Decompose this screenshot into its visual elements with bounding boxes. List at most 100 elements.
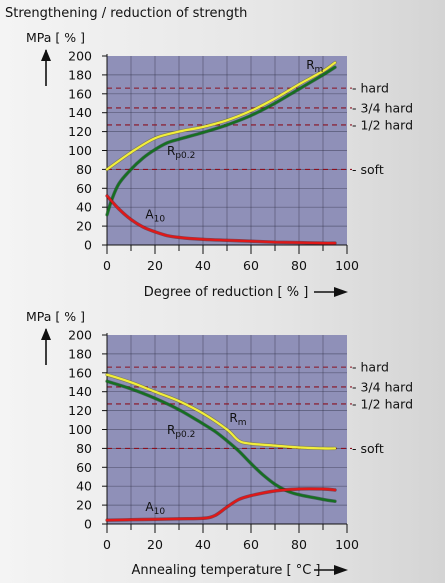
data-point (226, 124, 228, 126)
y-tick-label: 100 (68, 422, 92, 437)
data-point (118, 208, 120, 210)
data-point (202, 238, 204, 240)
data-point (238, 498, 240, 500)
grid (107, 335, 347, 524)
series-label: Rp0.2 (167, 423, 195, 440)
data-point (154, 137, 156, 139)
series-label: Rm (229, 411, 246, 428)
data-point (142, 157, 144, 159)
y-tick-label: 80 (76, 162, 92, 177)
x-tick-label: 100 (335, 537, 359, 552)
series-rp0-2: Rp0.2 (105, 379, 337, 503)
y-tick-label: 60 (76, 181, 92, 196)
hardness-reference-label: - hard (352, 360, 389, 375)
series-label: A10 (145, 208, 165, 225)
hardness-reference-label: - 1/2 hard (352, 396, 413, 411)
y-tick-label: 120 (68, 124, 92, 139)
data-point (154, 231, 156, 233)
data-point (274, 445, 276, 447)
x-tick-label: 40 (195, 537, 211, 552)
y-tick-label: 160 (68, 365, 92, 380)
series-rm: Rm (105, 373, 337, 451)
data-point (178, 236, 180, 238)
data-point (238, 440, 240, 442)
data-point (166, 235, 168, 237)
x-tick-label: 20 (147, 537, 163, 552)
hardness-reference-label: - 3/4 hard (352, 100, 413, 115)
x-axis-arrow-head (334, 287, 348, 297)
data-point (298, 494, 300, 496)
y-axis-arrow-head (41, 49, 51, 61)
data-point (202, 412, 204, 414)
data-point (130, 519, 132, 521)
series-label: A10 (145, 500, 165, 517)
data-point (202, 126, 204, 128)
data-point (130, 151, 132, 153)
y-tick-label: 20 (76, 498, 92, 513)
data-point (274, 483, 276, 485)
y-tick-label: 100 (68, 143, 92, 158)
data-point (178, 131, 180, 133)
series-line (105, 66, 337, 216)
y-tick-label: 0 (84, 517, 92, 532)
hardness-reference-label: - hard (352, 81, 389, 96)
y-tick-label: 20 (76, 219, 92, 234)
data-point (322, 498, 324, 500)
x-tick-label: 100 (335, 258, 359, 273)
hardness-reference-label: - 3/4 hard (352, 379, 413, 394)
y-tick-label: 80 (76, 441, 92, 456)
data-point (130, 168, 132, 170)
data-point (178, 518, 180, 520)
data-point (250, 240, 252, 242)
data-point (250, 462, 252, 464)
data-point (154, 149, 156, 151)
data-point (106, 214, 108, 216)
data-point (178, 409, 180, 411)
data-point (226, 119, 228, 121)
data-point (334, 66, 336, 68)
data-point (226, 506, 228, 508)
data-point (298, 446, 300, 448)
data-point (334, 447, 336, 449)
y-tick-label: 180 (68, 346, 92, 361)
x-tick-label: 40 (195, 258, 211, 273)
data-point (154, 391, 156, 393)
series-rp0-2: Rp0.2 (105, 65, 337, 217)
data-point (106, 374, 108, 376)
series-rm: Rm (105, 58, 337, 172)
data-point (238, 450, 240, 452)
data-point (298, 83, 300, 85)
figure-title: Strengthening / reduction of strength (5, 6, 247, 21)
y-axis-label: MPa [ % ] (26, 309, 85, 324)
series-line (105, 373, 337, 450)
data-point (274, 102, 276, 104)
data-point (274, 490, 276, 492)
series-label: Rm (306, 58, 323, 75)
y-axis-label: MPa [ % ] (26, 30, 85, 45)
data-point (250, 110, 252, 112)
data-point (214, 514, 216, 516)
data-point (226, 239, 228, 241)
x-axis-arrow-head (334, 565, 348, 575)
y-tick-label: 140 (68, 384, 92, 399)
data-point (322, 488, 324, 490)
x-tick-label: 20 (147, 258, 163, 273)
data-point (226, 440, 228, 442)
y-axis-arrow-head (41, 328, 51, 340)
data-point (322, 447, 324, 449)
data-point (130, 388, 132, 390)
data-point (154, 518, 156, 520)
y-tick-label: 40 (76, 479, 92, 494)
data-point (250, 114, 252, 116)
series-line (105, 487, 337, 522)
data-point (142, 226, 144, 228)
x-axis-label: Degree of reduction [ % ] (144, 285, 309, 300)
data-point (322, 242, 324, 244)
y-tick-label: 200 (68, 328, 92, 343)
data-point (226, 428, 228, 430)
series-line (105, 61, 337, 171)
x-tick-label: 0 (103, 258, 111, 273)
data-point (178, 138, 180, 140)
y-tick-label: 60 (76, 460, 92, 475)
